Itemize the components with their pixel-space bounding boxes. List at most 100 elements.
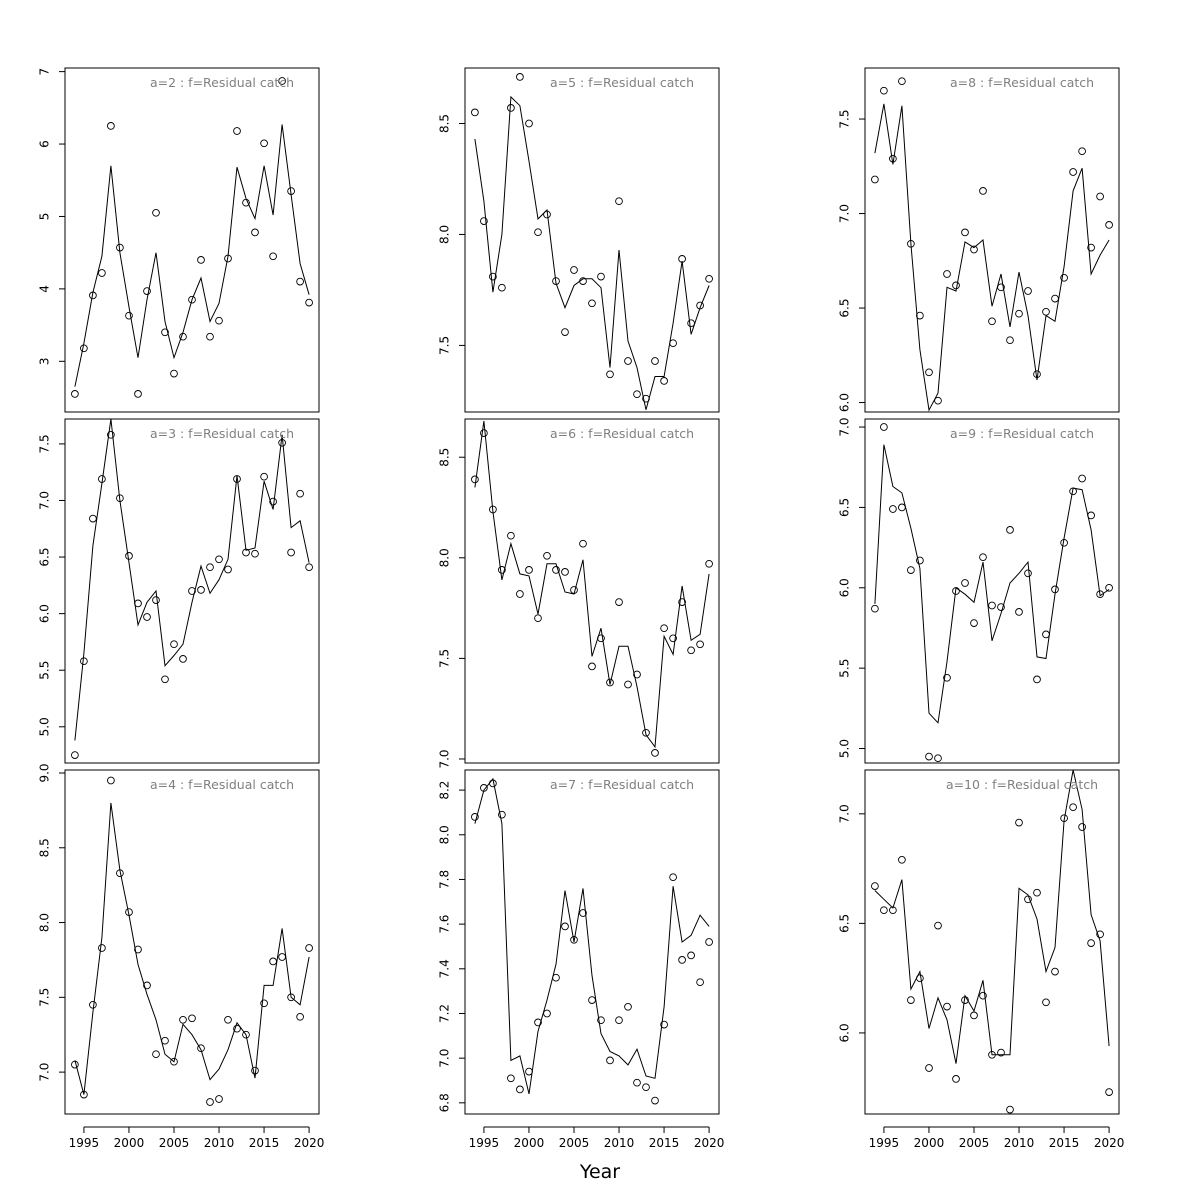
- observed-point: [561, 568, 569, 576]
- panel-frame: [64, 769, 320, 1115]
- observed-point: [624, 1002, 632, 1011]
- observed-point: [597, 634, 605, 643]
- observed-point: [880, 86, 888, 95]
- y-tick-label: 6.0: [838, 393, 852, 412]
- observed-point: [1033, 370, 1041, 379]
- observed-point: [116, 869, 124, 878]
- observed-point: [669, 873, 677, 882]
- observed-point: [997, 1048, 1005, 1057]
- observed-point: [561, 328, 569, 336]
- observed-point: [269, 957, 277, 966]
- y-tick-label: 6.8: [438, 1093, 452, 1112]
- observed-point: [170, 1057, 178, 1066]
- fitted-series-line: [874, 770, 1110, 1064]
- observed-point: [943, 1002, 951, 1011]
- observed-point: [588, 662, 596, 671]
- observed-point: [898, 503, 906, 512]
- y-tick-label: 6.0: [838, 1023, 852, 1042]
- observed-point: [534, 1018, 542, 1027]
- observed-point: [489, 779, 497, 788]
- y-tick-label: 8.2: [438, 781, 452, 800]
- observed-point: [687, 646, 695, 655]
- y-tick-label: 8.5: [438, 114, 452, 133]
- observed-point: [71, 390, 79, 398]
- observed-point: [251, 549, 259, 558]
- observed-point: [80, 657, 88, 666]
- observed-point: [107, 776, 115, 785]
- fitted-series-line: [474, 95, 710, 410]
- observed-point: [489, 505, 497, 514]
- observed-point: [152, 208, 160, 217]
- panel: a=5 : f=Residual catch 7.5 8.0 8.5: [438, 67, 720, 413]
- observed-point: [543, 210, 551, 219]
- x-tick-label: 2000: [914, 1136, 945, 1150]
- x-axis-label: Year: [579, 1161, 620, 1183]
- observed-point: [89, 291, 97, 300]
- observed-point: [952, 281, 960, 290]
- observed-point: [1105, 583, 1113, 592]
- fitted-series-line: [74, 419, 310, 741]
- y-tick-label: 6.0: [38, 604, 52, 623]
- y-tick-label: 7.5: [438, 336, 452, 355]
- panel: a=4 : f=Residual catch 7.0 7.5 8.0 8.5 9.0 199…: [38, 763, 325, 1150]
- y-tick-label: 7.0: [438, 1049, 452, 1068]
- observed-point: [678, 956, 686, 964]
- observed-point: [1006, 336, 1014, 345]
- observed-point: [1105, 1088, 1113, 1096]
- observed-point: [125, 908, 133, 916]
- y-tick-label: 3: [38, 357, 52, 365]
- observed-point: [943, 673, 951, 682]
- x-tick-label: 2000: [114, 1136, 145, 1150]
- panel: a=9 : f=Residual catch 5.0 5.5 6.0 6.5 7.0: [838, 417, 1120, 764]
- observed-point: [570, 586, 578, 594]
- observed-point: [1060, 273, 1068, 282]
- observed-point: [880, 423, 888, 431]
- observed-point: [98, 475, 106, 483]
- observed-point: [471, 813, 479, 821]
- observed-point: [696, 640, 704, 649]
- observed-point: [934, 396, 942, 405]
- observed-point: [651, 1096, 659, 1105]
- x-tick-label: 2000: [514, 1136, 545, 1150]
- y-tick-label: 7.0: [438, 749, 452, 768]
- observed-point: [489, 272, 497, 281]
- observed-point: [525, 119, 533, 128]
- observed-point: [287, 993, 295, 1002]
- observed-point: [871, 882, 879, 890]
- observed-point: [660, 377, 668, 385]
- y-tick-label: 8.0: [438, 825, 452, 844]
- observed-point: [952, 587, 960, 595]
- observed-point: [925, 752, 933, 761]
- observed-point: [197, 1044, 205, 1053]
- y-tick-label: 6.5: [838, 298, 852, 317]
- observed-point: [979, 991, 987, 1000]
- y-tick-label: 8.5: [438, 448, 452, 467]
- observed-point: [215, 316, 223, 325]
- observed-point: [242, 198, 250, 207]
- x-tick-label: 2020: [1094, 1136, 1125, 1150]
- observed-point: [507, 104, 515, 112]
- observed-point: [705, 274, 713, 283]
- panel-title: a=10 : f=Residual catch: [946, 777, 1098, 792]
- observed-point: [480, 429, 488, 437]
- panel-title: a=7 : f=Residual catch: [550, 777, 694, 792]
- observed-point: [179, 332, 187, 341]
- observed-point: [170, 640, 178, 649]
- y-tick-label: 7.5: [838, 109, 852, 128]
- observed-point: [925, 1064, 933, 1072]
- observed-point: [305, 298, 313, 307]
- y-tick-label: 7.5: [38, 988, 52, 1007]
- x-tick-label: 2005: [159, 1136, 190, 1150]
- observed-point: [642, 394, 650, 403]
- observed-point: [1042, 630, 1050, 639]
- y-tick-label: 8.0: [438, 548, 452, 567]
- panel: a=10 : f=Residual catch 6.0 6.5 7.0 1995 2000…: [838, 769, 1125, 1150]
- observed-point: [916, 311, 924, 320]
- plot-area: [471, 73, 713, 410]
- observed-point: [898, 77, 906, 86]
- observed-point: [498, 810, 506, 819]
- observed-point: [678, 255, 686, 263]
- observed-point: [143, 613, 151, 621]
- observed-point: [305, 944, 313, 952]
- plot-area: [71, 776, 313, 1106]
